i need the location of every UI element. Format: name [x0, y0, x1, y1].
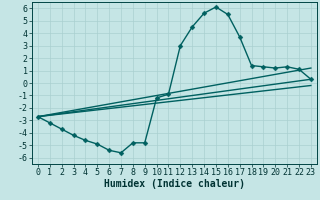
X-axis label: Humidex (Indice chaleur): Humidex (Indice chaleur)	[104, 179, 245, 189]
